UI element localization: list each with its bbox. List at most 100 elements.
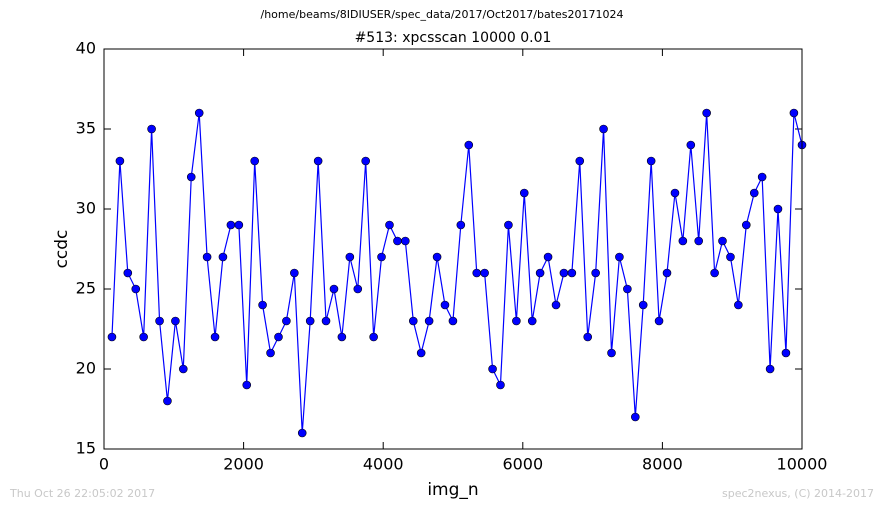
- data-point: [266, 348, 275, 358]
- data-point: [186, 172, 196, 182]
- y-tick-label: 15: [76, 439, 96, 458]
- data-point: [226, 220, 236, 230]
- data-point: [369, 332, 378, 342]
- data-point: [155, 316, 164, 326]
- data-point: [726, 252, 735, 262]
- data-point: [734, 300, 743, 310]
- data-line: [111, 112, 803, 434]
- data-point: [496, 380, 505, 390]
- x-axis-label: img_n: [427, 480, 478, 500]
- data-point: [551, 300, 561, 310]
- data-point: [131, 284, 141, 294]
- data-point: [718, 236, 727, 246]
- footer-right: spec2nexus, (C) 2014-2017: [722, 487, 874, 500]
- data-point: [456, 220, 466, 230]
- data-point: [282, 316, 291, 326]
- y-tick-label: 35: [76, 119, 96, 138]
- data-point: [631, 412, 640, 422]
- data-point: [512, 316, 521, 326]
- data-point: [599, 124, 608, 134]
- x-tick-label: 10000: [777, 455, 828, 474]
- data-point: [234, 220, 244, 230]
- data-point: [765, 364, 775, 374]
- data-point: [194, 108, 204, 118]
- data-point: [210, 332, 220, 342]
- data-point: [527, 316, 537, 326]
- data-point: [504, 220, 513, 230]
- data-point: [385, 220, 394, 230]
- data-point: [472, 268, 482, 278]
- data-point: [408, 316, 418, 326]
- data-point: [448, 316, 458, 326]
- data-point: [710, 268, 719, 278]
- data-point: [773, 204, 783, 214]
- data-point: [274, 332, 283, 342]
- data-point: [401, 236, 410, 246]
- data-point: [662, 268, 672, 278]
- data-point: [313, 156, 323, 166]
- data-point: [749, 188, 759, 198]
- data-point: [305, 316, 315, 326]
- data-point: [670, 188, 680, 198]
- data-point: [741, 220, 751, 230]
- data-point: [242, 380, 252, 390]
- data-point: [678, 236, 688, 246]
- data-point: [638, 300, 648, 310]
- data-point: [202, 252, 212, 262]
- data-point: [686, 140, 696, 150]
- y-tick-label: 25: [76, 279, 96, 298]
- data-point: [591, 268, 600, 278]
- data-point: [567, 268, 577, 278]
- data-point: [757, 172, 767, 182]
- y-axis-label: ccdc: [52, 230, 72, 269]
- data-point: [250, 156, 259, 166]
- data-point: [393, 236, 402, 246]
- x-tick-label: 0: [99, 455, 109, 474]
- data-point: [290, 268, 299, 278]
- data-point: [107, 332, 117, 342]
- data-point: [345, 252, 355, 262]
- x-tick-label: 6000: [502, 455, 543, 474]
- data-point: [424, 316, 434, 326]
- data-point: [432, 252, 442, 262]
- data-point: [615, 252, 624, 262]
- data-point: [559, 268, 569, 278]
- data-point: [123, 268, 133, 278]
- y-tick-label: 20: [76, 359, 96, 378]
- data-point: [543, 252, 553, 262]
- data-point: [178, 364, 188, 374]
- data-point: [139, 332, 148, 342]
- data-point: [377, 252, 386, 262]
- plot-frame: [103, 48, 803, 450]
- data-point: [115, 156, 125, 166]
- chart-title: #513: xpcsscan 10000 0.01: [355, 30, 552, 46]
- data-point: [789, 108, 799, 118]
- data-point: [353, 284, 363, 294]
- data-point: [583, 332, 593, 342]
- data-point: [464, 140, 474, 150]
- data-point: [163, 396, 172, 406]
- suptitle: /home/beams/8IDIUSER/spec_data/2017/Oct2…: [261, 8, 624, 21]
- data-point: [535, 268, 545, 278]
- data-point: [781, 348, 791, 358]
- data-point: [694, 236, 703, 246]
- data-point: [171, 316, 180, 326]
- data-point: [329, 284, 339, 294]
- data-point: [337, 332, 347, 342]
- data-point: [416, 348, 426, 358]
- data-point: [480, 268, 489, 278]
- x-tick-label: 8000: [642, 455, 683, 474]
- data-point: [258, 300, 267, 310]
- data-point: [575, 156, 585, 166]
- x-tick-label: 4000: [363, 455, 404, 474]
- data-point: [488, 364, 497, 374]
- data-point: [147, 124, 156, 134]
- y-tick-label: 40: [76, 39, 96, 58]
- footer-left: Thu Oct 26 22:05:02 2017: [9, 487, 155, 500]
- data-point: [218, 252, 228, 262]
- y-tick-label: 30: [76, 199, 96, 218]
- data-point: [361, 156, 370, 166]
- data-point: [607, 348, 616, 358]
- data-point: [321, 316, 331, 326]
